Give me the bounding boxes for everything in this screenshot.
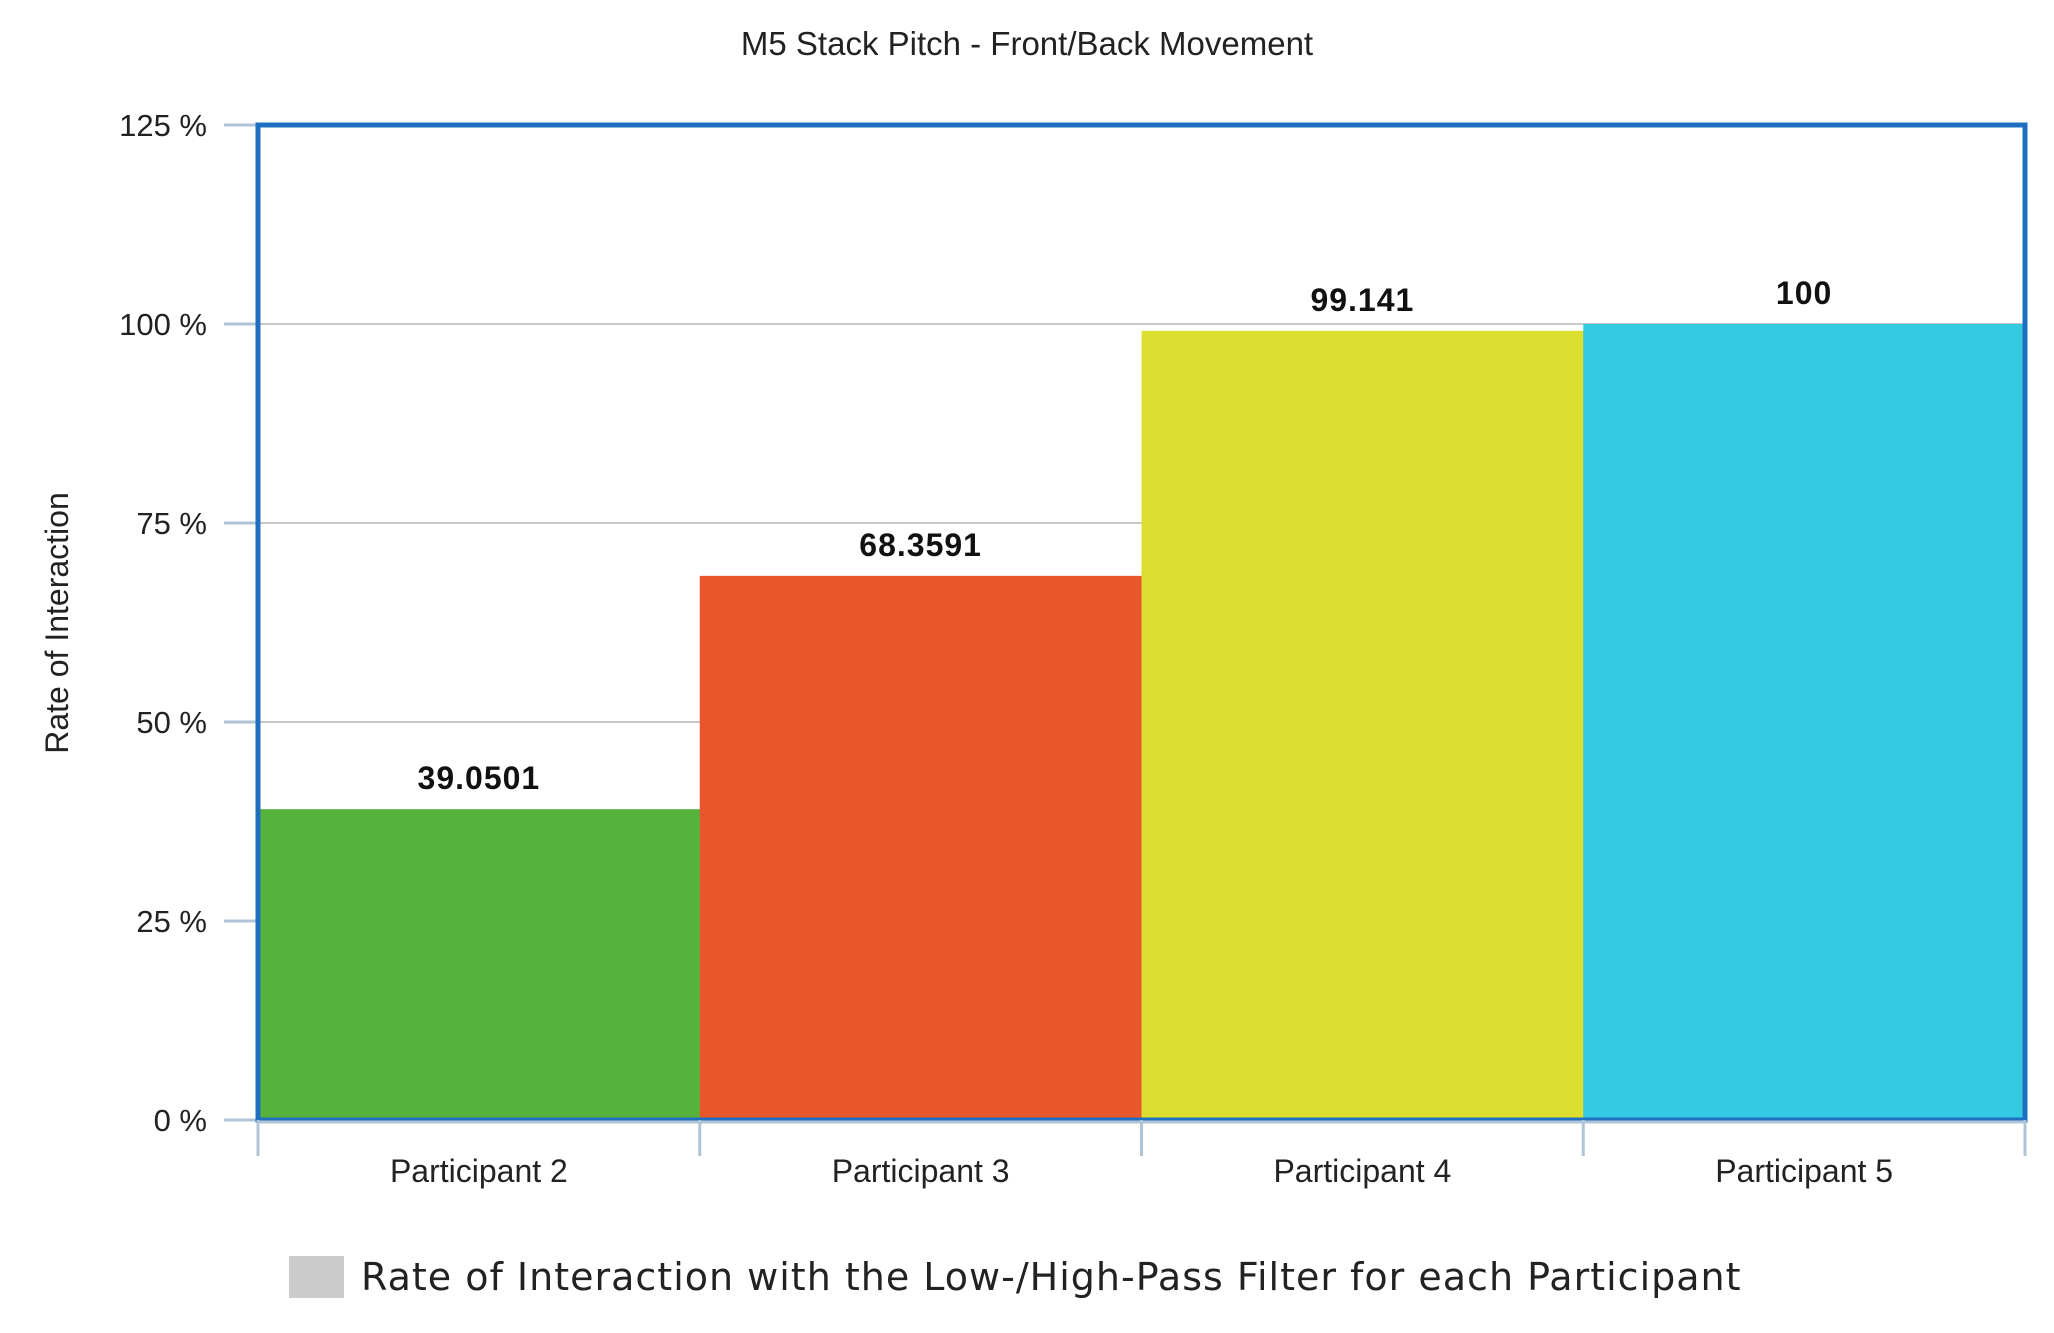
y-tick-label: 50 %	[136, 705, 207, 740]
data-label: 99.141	[1310, 282, 1414, 318]
data-labels: 39.0501 68.3591 99.141 100	[418, 275, 1832, 796]
bar-participant-4[interactable]	[1141, 330, 1584, 1120]
bars	[258, 324, 2026, 1120]
bar-participant-2[interactable]	[258, 809, 701, 1120]
bar-participant-3[interactable]	[699, 575, 1142, 1120]
data-label: 39.0501	[418, 760, 541, 796]
x-tick-label: Participant 4	[1273, 1153, 1451, 1189]
data-label: 68.3591	[859, 527, 982, 563]
legend[interactable]: Rate of Interaction with the Low-/High-P…	[289, 1255, 1742, 1299]
x-tick-label: Participant 3	[832, 1153, 1010, 1189]
y-tick-label: 75 %	[136, 506, 207, 541]
y-axis-title: Rate of Interaction	[39, 492, 75, 753]
y-tick-label: 125 %	[119, 108, 207, 143]
y-tick-label: 0 %	[154, 1103, 207, 1138]
legend-swatch	[289, 1256, 344, 1298]
y-tick-label: 100 %	[119, 307, 207, 342]
x-tick-label: Participant 5	[1715, 1153, 1893, 1189]
x-tick-label: Participant 2	[390, 1153, 568, 1189]
data-label: 100	[1776, 275, 1832, 311]
x-axis: Participant 2 Participant 3 Participant 4 P…	[256, 1120, 2027, 1189]
bar-participant-5[interactable]	[1583, 324, 2026, 1120]
legend-label: Rate of Interaction with the Low-/High-P…	[361, 1255, 1742, 1299]
y-axis-ticks: 0 % 25 % 50 % 75 % 100 % 125 %	[119, 108, 258, 1138]
chart-title: M5 Stack Pitch - Front/Back Movement	[741, 25, 1313, 62]
y-tick-label: 25 %	[136, 904, 207, 939]
